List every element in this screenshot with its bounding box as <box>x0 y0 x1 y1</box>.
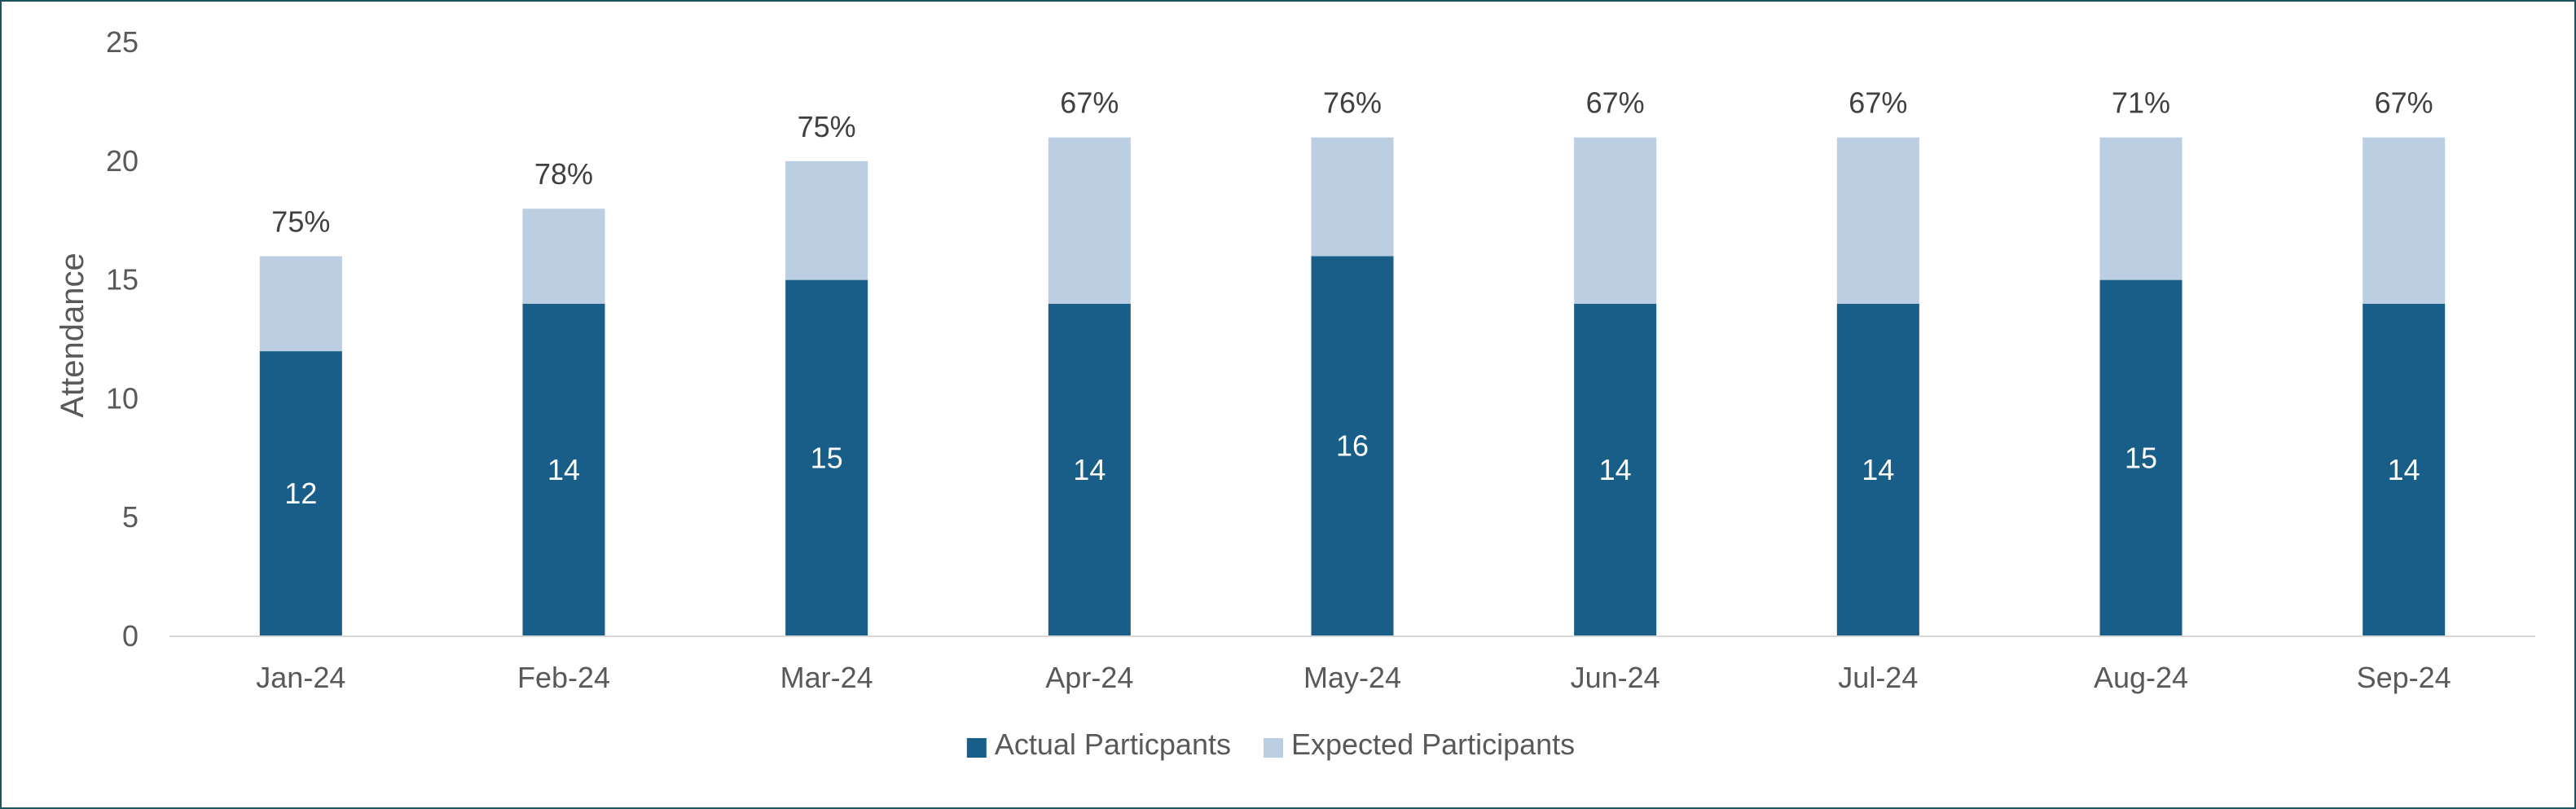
actual-data-label: 14 <box>547 453 580 486</box>
actual-data-label: 15 <box>811 441 843 474</box>
actual-data-label: 14 <box>1862 453 1894 486</box>
y-tick-label: 0 <box>122 619 138 653</box>
bar-expected <box>259 256 342 352</box>
actual-data-label: 16 <box>1336 429 1369 463</box>
percent-data-label: 78% <box>534 157 593 191</box>
x-tick-label: Aug-24 <box>2094 661 2188 694</box>
percent-data-label: 67% <box>2375 86 2433 120</box>
bar-expected <box>1048 137 1131 304</box>
x-tick-label: Feb-24 <box>517 661 610 694</box>
x-tick-label: Jan-24 <box>256 661 345 694</box>
bar-actual <box>1311 256 1394 636</box>
y-tick-label: 25 <box>106 25 138 59</box>
percent-data-label: 71% <box>2112 86 2170 120</box>
percent-data-label: 67% <box>1848 86 1907 120</box>
x-axis: Jan-24 Feb-24 Mar-24 Apr-24 May-24 Jun-24 Jul-… <box>169 635 2535 694</box>
legend-label: Expected Participants <box>1291 728 1575 761</box>
actual-data-label: 14 <box>1599 453 1632 486</box>
legend: Actual Particpants Expected Participants <box>966 728 1575 761</box>
x-tick-label: Apr-24 <box>1045 661 1133 694</box>
x-tick-label: May-24 <box>1303 661 1401 694</box>
actual-data-label: 14 <box>1073 453 1106 486</box>
y-tick-label: 5 <box>122 500 138 534</box>
bar-actual <box>1574 303 1657 636</box>
bar-expected <box>2363 137 2446 304</box>
bar-actual <box>522 303 605 636</box>
legend-swatch <box>1263 738 1283 758</box>
bar-actual <box>1836 303 1919 636</box>
x-tick-label: Sep-24 <box>2357 661 2451 694</box>
y-tick-label: 20 <box>106 144 138 178</box>
bar-expected <box>1574 137 1657 304</box>
x-tick-label: Jun-24 <box>1571 661 1660 694</box>
bar-expected <box>522 209 605 304</box>
bar-actual <box>259 351 342 636</box>
y-tick-label: 10 <box>106 381 138 415</box>
actual-data-label: 14 <box>2388 453 2420 486</box>
y-axis-title-group: Attendance <box>55 253 90 417</box>
bar-expected <box>2099 137 2183 280</box>
x-tick-label: Mar-24 <box>780 661 873 694</box>
bar-actual <box>2099 279 2183 636</box>
x-tick-label: Jul-24 <box>1838 661 1918 694</box>
legend-label: Actual Particpants <box>995 728 1231 761</box>
bar-expected <box>1836 137 1919 304</box>
percent-data-label: 67% <box>1586 86 1645 120</box>
percent-data-label: 67% <box>1060 86 1119 120</box>
percent-data-label: 75% <box>271 204 330 238</box>
bar-expected <box>1311 137 1394 257</box>
y-axis-title: Attendance <box>55 253 90 417</box>
bars: 12 75% 14 78% 15 75% 14 67% 16 76% 14 67% 14 67% 15 71%… <box>259 86 2446 636</box>
y-tick-label: 15 <box>106 263 138 297</box>
legend-swatch <box>966 738 987 758</box>
actual-data-label: 15 <box>2125 441 2157 474</box>
y-tick-labels: 0 5 10 15 20 25 <box>106 25 138 653</box>
bar-actual <box>2363 303 2446 636</box>
percent-data-label: 75% <box>798 110 856 143</box>
percent-data-label: 76% <box>1323 86 1382 120</box>
actual-data-label: 12 <box>284 477 317 510</box>
bar-actual <box>1048 303 1131 636</box>
bar-actual <box>785 279 868 636</box>
bar-expected <box>785 160 868 280</box>
